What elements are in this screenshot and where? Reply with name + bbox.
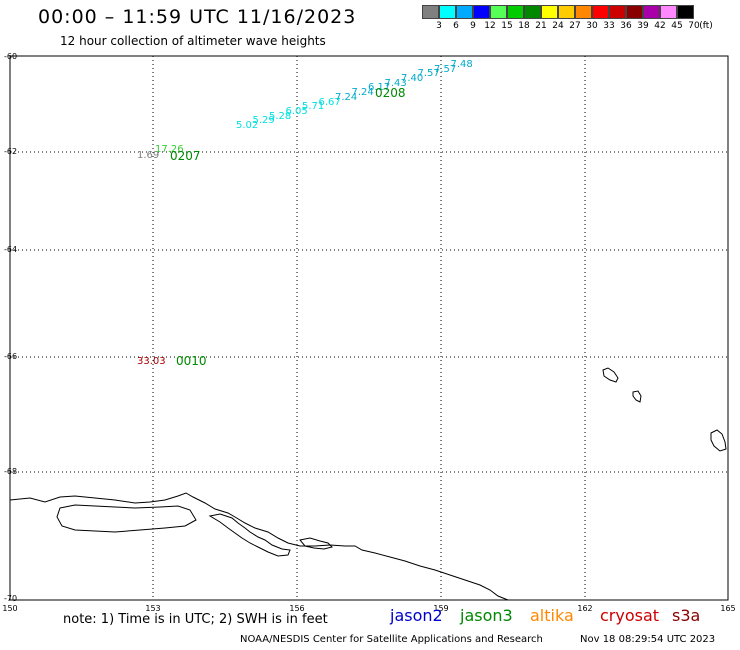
scale-swatch xyxy=(592,5,609,19)
scale-label: 9 xyxy=(470,21,476,31)
wave-height-value: 6.17 xyxy=(368,82,391,94)
scale-label: 21 xyxy=(535,21,547,31)
wave-height-value: 5.02 xyxy=(236,120,259,131)
wave-height-value: 7.24 xyxy=(351,87,374,99)
scale-swatch xyxy=(677,5,694,19)
scale-swatch xyxy=(626,5,643,19)
wave-height-value: 7.40 xyxy=(401,73,424,84)
generated-timestamp: Nov 18 08:29:54 UTC 2023 xyxy=(580,634,716,645)
island-3 xyxy=(710,429,727,452)
map-frame xyxy=(9,55,729,601)
lon-label: 159 xyxy=(433,604,449,613)
scale-swatch xyxy=(643,5,660,19)
lon-label: 150 xyxy=(2,604,18,613)
scale-swatch xyxy=(456,5,473,19)
scale-swatch xyxy=(575,5,592,19)
track-time-label: 0208 xyxy=(375,86,406,100)
coastline-inner-loop xyxy=(56,504,197,533)
scale-unit: (ft) xyxy=(699,21,713,31)
wave-height-value: 17.26 xyxy=(155,144,184,155)
island-2 xyxy=(632,390,642,403)
scale-swatch xyxy=(439,5,456,19)
wave-height-value: 6.05 xyxy=(285,105,308,117)
scale-swatch xyxy=(660,5,677,19)
lat-label: -64 xyxy=(4,245,18,254)
wave-height-value: 7.48 xyxy=(450,58,473,70)
scale-swatch xyxy=(524,5,541,19)
scale-swatch xyxy=(507,5,524,19)
lat-label: -70 xyxy=(4,594,18,603)
lat-label: -68 xyxy=(4,467,18,476)
scale-label: 3 xyxy=(436,21,442,31)
scale-label: 6 xyxy=(453,21,459,31)
wave-height-value: 6.67 xyxy=(318,96,341,108)
lat-label: -60 xyxy=(4,52,18,61)
coastline-peninsula xyxy=(208,513,291,557)
legend-jason3: jason3 xyxy=(460,606,513,625)
wave-height-value: 7.57 xyxy=(434,63,457,75)
scale-swatch xyxy=(490,5,507,19)
lat-lon-grid xyxy=(10,56,728,600)
scale-label: 36 xyxy=(620,21,632,31)
scale-swatch xyxy=(558,5,575,19)
lon-label: 165 xyxy=(720,604,736,613)
scale-label: 39 xyxy=(637,21,649,31)
scale-swatch xyxy=(541,5,558,19)
antarctica-coastline xyxy=(9,492,509,601)
scale-label: 33 xyxy=(603,21,615,31)
footer-note: note: 1) Time is in UTC; 2) SWH is in fe… xyxy=(63,612,328,627)
wave-height-value: 7.57 xyxy=(417,68,440,80)
scale-label: 24 xyxy=(552,21,564,31)
scale-label: 15 xyxy=(501,21,513,31)
scale-swatch xyxy=(609,5,626,19)
wave-height-value: 5.28 xyxy=(269,110,292,122)
wave-height-value: 5.29 xyxy=(252,115,275,127)
legend-s3a: s3a xyxy=(672,606,701,625)
scale-label: 18 xyxy=(518,21,530,31)
wave-height-value: 33.03 xyxy=(137,356,166,367)
credit-text: NOAA/NESDIS Center for Satellite Applica… xyxy=(240,634,543,645)
page-subtitle: 12 hour collection of altimeter wave hei… xyxy=(60,34,326,48)
scale-label: 27 xyxy=(569,21,581,31)
wave-height-value: 1.69 xyxy=(137,150,160,161)
scale-label: 45 xyxy=(671,21,683,31)
island-1 xyxy=(602,367,619,383)
scale-label: 70 xyxy=(688,21,700,31)
legend-cryosat: cryosat xyxy=(600,606,660,625)
wave-height-color-scale xyxy=(422,5,694,19)
legend-altika: altika xyxy=(530,606,574,625)
scale-label: 12 xyxy=(484,21,496,31)
page-title: 00:00 – 11:59 UTC 11/16/2023 xyxy=(38,6,357,28)
track-time-label: 0207 xyxy=(170,149,201,163)
wave-height-value: 7.43 xyxy=(384,77,407,89)
lon-label: 156 xyxy=(289,604,305,613)
wave-height-value: 5.71 xyxy=(302,101,325,113)
lat-label: -62 xyxy=(4,147,18,156)
track-time-label: 0010 xyxy=(176,354,207,368)
wave-height-value: 7.24 xyxy=(335,91,358,103)
scale-label: 30 xyxy=(586,21,598,31)
lon-label: 153 xyxy=(145,604,161,613)
coastline-islands xyxy=(299,537,333,550)
lat-label: -66 xyxy=(4,352,18,361)
legend-jason2: jason2 xyxy=(390,606,443,625)
scale-swatch xyxy=(422,5,439,19)
scale-label: 42 xyxy=(654,21,666,31)
scale-swatch xyxy=(473,5,490,19)
lon-label: 162 xyxy=(577,604,593,613)
